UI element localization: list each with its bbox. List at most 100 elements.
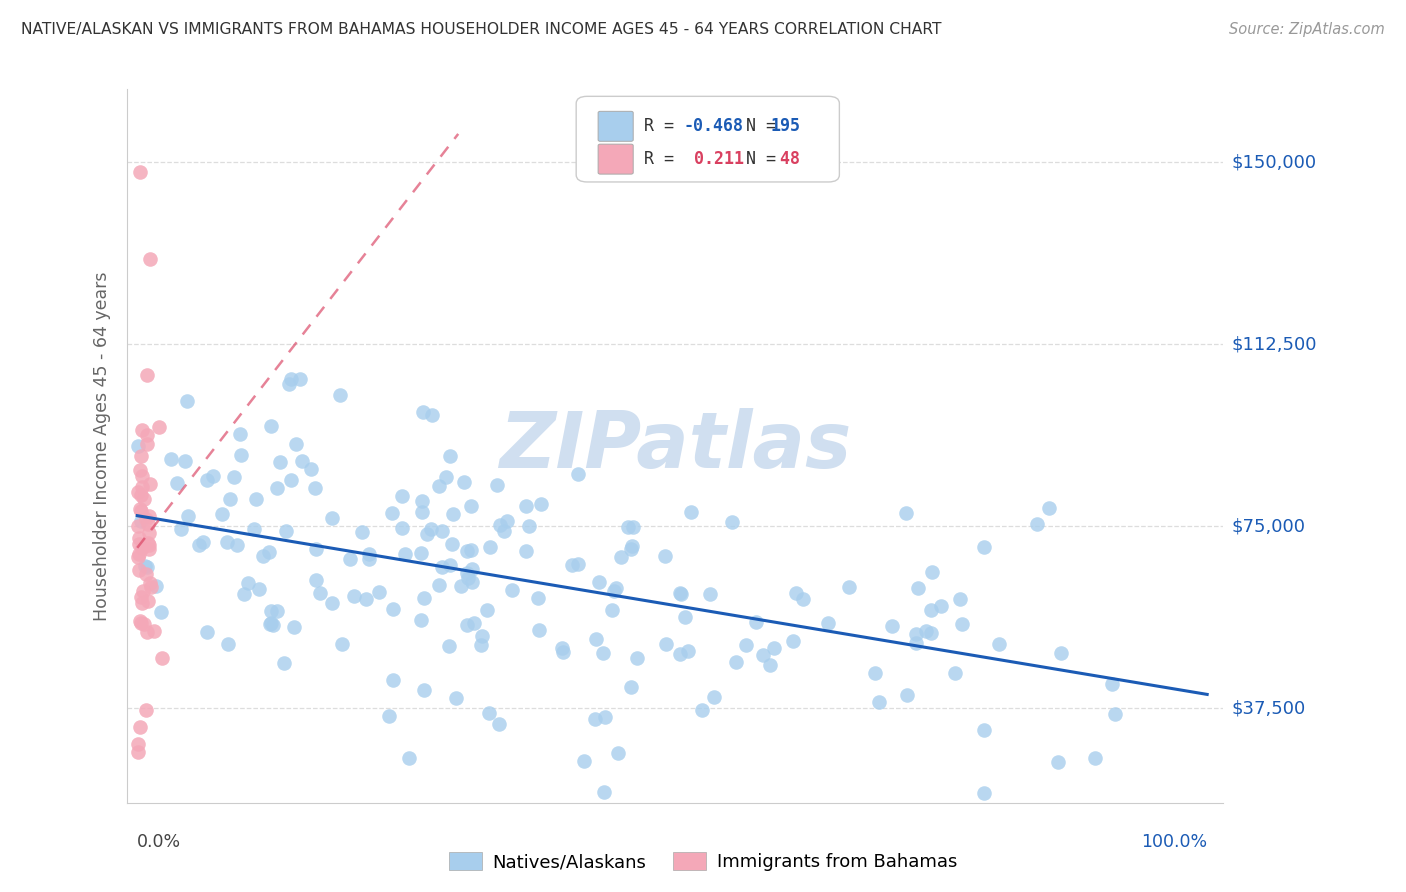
Point xyxy=(283,620,305,634)
Point xyxy=(439,449,461,463)
Point xyxy=(354,592,377,607)
Point xyxy=(488,717,510,731)
Point xyxy=(305,573,328,587)
Point xyxy=(138,508,160,523)
Point xyxy=(621,520,644,534)
Point xyxy=(865,665,887,680)
Point xyxy=(143,624,166,639)
Point xyxy=(321,511,343,525)
Point xyxy=(868,695,890,709)
Point xyxy=(817,615,839,630)
Point xyxy=(1050,646,1073,660)
Point xyxy=(129,488,152,502)
Point xyxy=(526,591,548,606)
Point xyxy=(195,473,218,487)
Point xyxy=(567,467,589,481)
FancyBboxPatch shape xyxy=(598,112,633,141)
Point xyxy=(132,491,155,506)
Point xyxy=(626,651,648,665)
Point xyxy=(439,558,461,572)
Point xyxy=(973,540,995,554)
Point xyxy=(233,587,256,601)
Point xyxy=(321,597,343,611)
Point xyxy=(703,690,725,705)
Point xyxy=(588,574,610,589)
Point xyxy=(673,609,696,624)
Point xyxy=(949,591,972,606)
Point xyxy=(894,506,917,520)
Point xyxy=(160,451,183,466)
Point xyxy=(139,580,162,594)
Point xyxy=(129,463,152,477)
Point xyxy=(280,474,302,488)
Point xyxy=(222,470,245,484)
Point xyxy=(305,541,328,556)
Point xyxy=(669,586,692,600)
Point xyxy=(259,617,281,632)
Point xyxy=(148,420,170,434)
Point xyxy=(603,583,626,598)
Point xyxy=(943,665,966,680)
Point xyxy=(489,517,512,532)
Point xyxy=(530,498,553,512)
Point xyxy=(127,439,149,453)
Point xyxy=(350,524,373,539)
Point xyxy=(269,455,291,469)
Point xyxy=(551,640,574,655)
Point xyxy=(226,538,249,552)
Point xyxy=(517,518,540,533)
Point xyxy=(460,574,482,589)
Text: R =: R = xyxy=(644,118,685,136)
Point xyxy=(229,448,252,462)
Point xyxy=(136,368,159,382)
FancyBboxPatch shape xyxy=(576,96,839,182)
Point xyxy=(915,624,938,638)
Point xyxy=(572,755,595,769)
Point xyxy=(129,449,152,463)
Point xyxy=(127,745,149,759)
Point xyxy=(309,585,332,599)
Point xyxy=(950,616,973,631)
Text: -0.468: -0.468 xyxy=(683,118,744,136)
Point xyxy=(456,566,478,581)
Point xyxy=(907,581,929,595)
Point xyxy=(128,532,150,546)
Point xyxy=(456,544,478,558)
Point xyxy=(285,437,308,451)
Point xyxy=(475,603,498,617)
Point xyxy=(357,547,380,561)
Point xyxy=(138,594,160,608)
Point xyxy=(252,549,274,564)
Point xyxy=(880,619,903,633)
Point xyxy=(381,506,404,520)
Point xyxy=(412,591,434,606)
Point xyxy=(378,709,401,723)
Point xyxy=(460,500,482,514)
Point xyxy=(368,585,391,599)
Point xyxy=(290,454,312,468)
Point xyxy=(219,491,242,506)
Point xyxy=(453,475,475,489)
Point xyxy=(669,587,692,601)
Text: 0.0%: 0.0% xyxy=(138,833,181,851)
Point xyxy=(470,639,492,653)
Point xyxy=(339,552,361,566)
Point xyxy=(357,552,380,566)
Point xyxy=(330,637,353,651)
Point xyxy=(145,579,167,593)
Point xyxy=(135,703,157,717)
Point xyxy=(127,519,149,533)
Text: 195: 195 xyxy=(770,118,800,136)
Point xyxy=(229,426,252,441)
Point xyxy=(987,637,1010,651)
Point xyxy=(896,688,918,702)
Point xyxy=(561,558,583,573)
Point xyxy=(905,627,928,641)
Point xyxy=(131,480,153,494)
Point xyxy=(129,502,152,516)
Text: NATIVE/ALASKAN VS IMMIGRANTS FROM BAHAMAS HOUSEHOLDER INCOME AGES 45 - 64 YEARS : NATIVE/ALASKAN VS IMMIGRANTS FROM BAHAMA… xyxy=(21,22,942,37)
Point xyxy=(1025,516,1047,531)
Point xyxy=(391,489,413,503)
Point xyxy=(136,536,159,550)
Point xyxy=(679,505,702,519)
